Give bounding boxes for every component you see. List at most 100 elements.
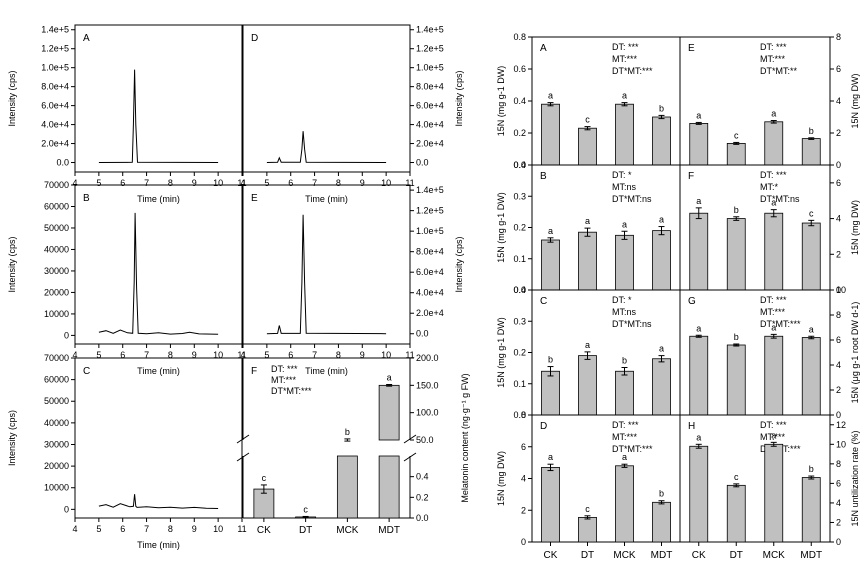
stats-annotation: DT: ***	[760, 170, 787, 180]
stats-annotation: DT*MT:ns	[760, 194, 800, 204]
bar	[801, 337, 821, 416]
y-tick-label: 40000	[44, 418, 69, 428]
bar	[726, 344, 746, 416]
bar	[615, 234, 634, 291]
significance-letter: a	[548, 452, 553, 462]
y-tick-label: 1.4e+5	[41, 25, 69, 35]
significance-letter: a	[809, 324, 814, 334]
x-axis-title: Time (min)	[137, 194, 180, 204]
x-tick-label: 8	[168, 350, 173, 360]
y-tick-label: 10000	[44, 309, 69, 319]
significance-letter: a	[771, 109, 776, 119]
significance-letter: a	[696, 110, 701, 120]
x-tick-label: 7	[312, 350, 317, 360]
y-tick-label: 12	[836, 420, 846, 430]
y-tick-label: 1.0e+5	[416, 226, 444, 236]
y-axis-title: 15N (mg DW)	[850, 200, 860, 255]
panel-letter: F	[688, 171, 694, 182]
significance-letter: b	[659, 489, 664, 499]
significance-letter: b	[734, 332, 739, 342]
significance-letter: a	[696, 432, 701, 442]
y-axis-title: Intensity (cps)	[454, 236, 464, 292]
significance-letter: a	[622, 91, 627, 101]
panel-letter: C	[540, 296, 547, 307]
y-tick-label: 1.2e+5	[416, 206, 444, 216]
y-tick-label: 4.0e+4	[41, 120, 69, 130]
x-tick-label: 10	[381, 178, 391, 188]
significance-letter: c	[262, 473, 267, 483]
y-tick-label: 60000	[44, 201, 69, 211]
y-tick-label: 2.0e+4	[416, 139, 444, 149]
bar	[726, 484, 746, 543]
y-tick-label: 0.0	[513, 410, 526, 420]
y-tick-label: 0	[836, 285, 841, 295]
panel-letter: E	[251, 193, 258, 204]
y-tick-label: 6	[836, 478, 841, 488]
y-tick-label: 0.4	[513, 96, 526, 106]
stats-annotation: MT:ns	[612, 307, 637, 317]
significance-letter: c	[585, 115, 590, 125]
x-tick-label: 10	[213, 524, 223, 534]
x-tick-label: 11	[237, 350, 246, 360]
stats-annotation: DT*MT:ns	[612, 194, 652, 204]
stats-annotation: MT:***	[612, 432, 638, 442]
bar	[378, 384, 400, 441]
y-tick-label: 6	[836, 178, 841, 188]
significance-letter: a	[771, 322, 776, 332]
y-axis-title: 15N (mg DW)	[850, 73, 860, 128]
x-tick-label: 9	[192, 524, 197, 534]
y-axis-title: Intensity (cps)	[7, 410, 17, 466]
axis-break-mark	[236, 452, 250, 462]
y-tick-label: 0	[836, 410, 841, 420]
y-axis-title: 15N untilization rate (%)	[850, 430, 860, 526]
x-tick-label: 5	[96, 524, 101, 534]
y-tick-label: 4.0e+4	[416, 120, 444, 130]
bar	[541, 239, 560, 291]
stats-annotation: DT: ***	[612, 420, 639, 430]
bar	[378, 455, 400, 519]
x-tick-label: 10	[381, 350, 391, 360]
stats-annotation: MT:***	[760, 54, 786, 64]
y-tick-label: 4	[836, 360, 841, 370]
x-tick-label: 11	[237, 178, 246, 188]
y-tick-label: 20000	[44, 287, 69, 297]
x-tick-label: 6	[120, 350, 125, 360]
bar	[578, 127, 597, 166]
y-tick-label: 1.2e+5	[416, 44, 444, 54]
x-tick-label: 9	[192, 178, 197, 188]
y-tick-label: 4	[836, 96, 841, 106]
y-axis-title: 15N (mg g-1 DW)	[496, 66, 506, 137]
stats-annotation: DT*MT:***	[612, 444, 653, 454]
x-tick-label: MCK	[336, 525, 359, 536]
y-tick-label: 10	[836, 439, 846, 449]
chromatogram-trace	[266, 214, 387, 335]
significance-letter: a	[659, 215, 664, 225]
y-tick-label: 0.0	[416, 513, 429, 523]
x-tick-label: 5	[264, 350, 269, 360]
x-tick-label: 6	[120, 178, 125, 188]
y-tick-label: 0.3	[513, 316, 526, 326]
y-tick-label: 200.0	[416, 353, 439, 363]
y-tick-label: 2.0e+4	[41, 139, 69, 149]
y-tick-label: 4	[836, 498, 841, 508]
significance-letter: b	[809, 464, 814, 474]
panel-letter: C	[83, 366, 90, 377]
significance-letter: b	[622, 356, 627, 366]
x-tick-label: CK	[692, 550, 706, 561]
x-tick-label: 8	[168, 524, 173, 534]
y-tick-label: 10	[836, 285, 846, 295]
y-tick-label: 1.0e+5	[416, 63, 444, 73]
bar	[764, 335, 784, 416]
significance-letter: a	[387, 373, 392, 383]
bar	[689, 335, 709, 416]
bar	[615, 370, 634, 416]
chromatogram-trace	[266, 131, 387, 163]
y-tick-label: 0.4	[416, 472, 429, 482]
x-tick-label: 9	[192, 350, 197, 360]
stats-annotation: DT: ***	[760, 42, 787, 52]
y-tick-label: 6	[836, 64, 841, 74]
y-tick-label: 4.0e+4	[416, 288, 444, 298]
y-tick-label: 60000	[44, 375, 69, 385]
y-tick-label: 0.8	[513, 32, 526, 42]
y-tick-label: 0.1	[513, 379, 526, 389]
